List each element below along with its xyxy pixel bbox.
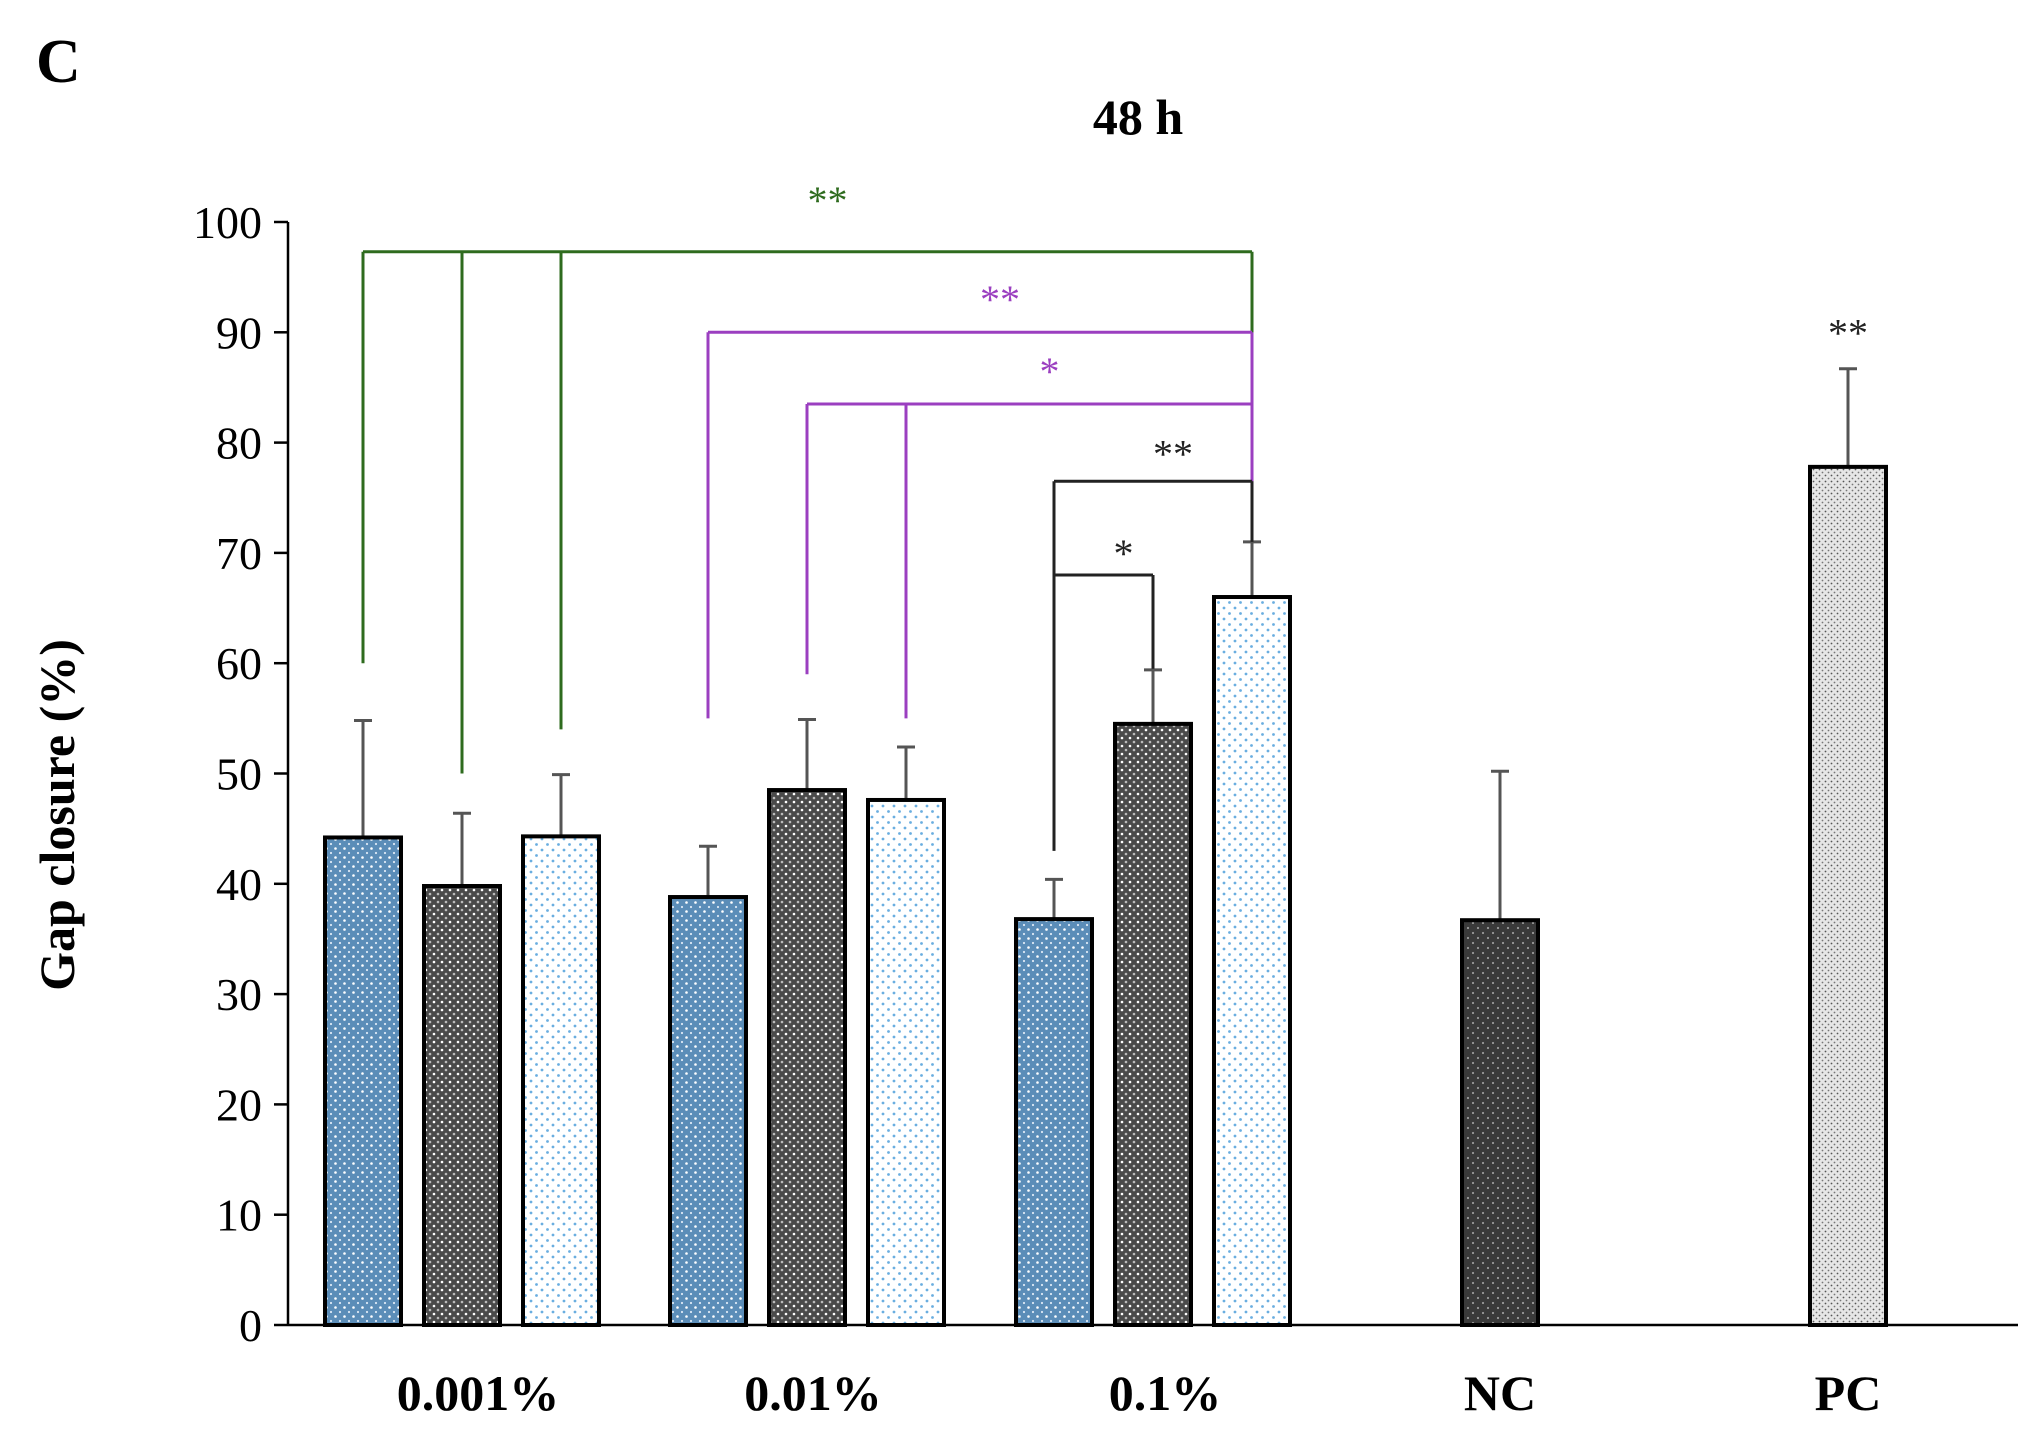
y-tick-label: 50 (216, 749, 262, 800)
x-tick-label: 0.001% (397, 1365, 560, 1421)
x-ticks: 0.001% 0.01% 0.1% NC PC (397, 1365, 1882, 1421)
bar-PC-single (1808, 464, 1888, 1327)
panel-label: C (36, 28, 81, 96)
y-tick-label: 80 (216, 418, 262, 469)
y-tick-label: 60 (216, 638, 262, 689)
bar-0.001%-2 (422, 884, 502, 1327)
significance-brackets: ********** (361, 178, 1868, 851)
significance-label: ** (808, 178, 848, 223)
y-tick-label: 0 (239, 1300, 262, 1351)
significance-label: ** (980, 277, 1020, 322)
bar-0.001%-3 (521, 834, 601, 1327)
bars (323, 367, 1888, 1327)
significance-label: * (1114, 531, 1134, 576)
x-tick-label: NC (1464, 1365, 1536, 1421)
y-axis-label: Gap closure (%) (29, 639, 85, 991)
significance-label: * (1040, 349, 1060, 394)
y-ticks: 0 10 20 30 40 50 60 70 80 90 100 (193, 197, 288, 1351)
significance-label: ** (1153, 432, 1193, 477)
y-tick-label: 40 (216, 859, 262, 910)
bar-0.1%-2 (1113, 721, 1193, 1327)
x-tick-label: 0.1% (1109, 1365, 1222, 1421)
y-tick-label: 90 (216, 307, 262, 358)
bar-0.1%-1 (1014, 917, 1094, 1327)
bar-0.01%-2 (767, 788, 847, 1327)
bar-0.01%-3 (866, 797, 946, 1327)
chart-title: 48 h (1093, 89, 1184, 145)
bar-0.1%-3 (1212, 595, 1292, 1327)
bar-NC-single (1460, 918, 1540, 1327)
x-tick-label: PC (1815, 1365, 1882, 1421)
y-tick-label: 30 (216, 969, 262, 1020)
y-tick-label: 100 (193, 197, 262, 248)
bar-0.01%-1 (668, 895, 748, 1327)
y-tick-label: 20 (216, 1079, 262, 1130)
y-tick-label: 70 (216, 528, 262, 579)
significance-label: ** (1828, 310, 1868, 355)
y-tick-label: 10 (216, 1190, 262, 1241)
bar-0.001%-1 (323, 835, 403, 1327)
x-tick-label: 0.01% (744, 1365, 882, 1421)
